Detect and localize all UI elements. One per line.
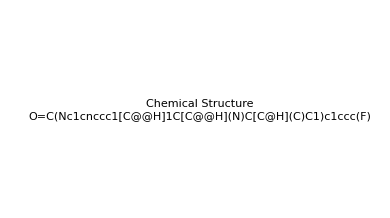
Text: Chemical Structure
O=C(Nc1cnccc1[C@@H]1C[C@@H](N)C[C@H](C)C1)c1ccc(F): Chemical Structure O=C(Nc1cnccc1[C@@H]1C… <box>28 99 371 121</box>
